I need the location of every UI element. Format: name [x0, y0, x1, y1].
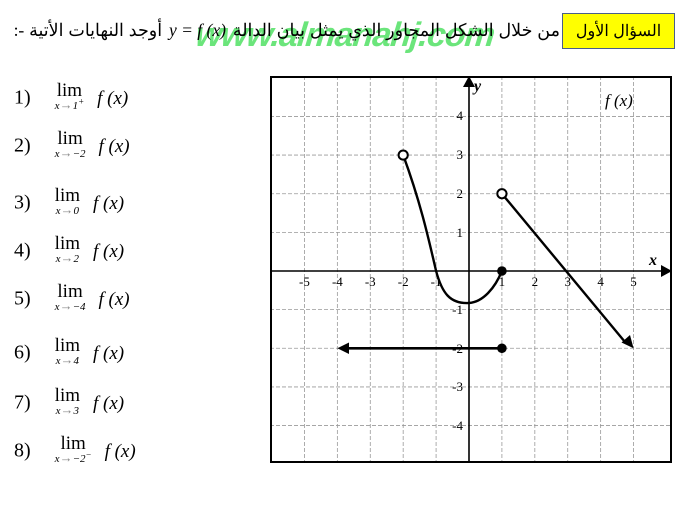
svg-text:-4: -4	[332, 274, 343, 289]
svg-text:x: x	[648, 252, 657, 269]
svg-text:-4: -4	[452, 418, 463, 433]
svg-text:2: 2	[457, 186, 464, 201]
svg-text:2: 2	[532, 274, 539, 289]
svg-text:1: 1	[457, 225, 464, 240]
svg-text:4: 4	[597, 274, 604, 289]
svg-text:-3: -3	[452, 379, 463, 394]
svg-text:y: y	[472, 78, 482, 95]
svg-text:-2: -2	[398, 274, 409, 289]
svg-text:-5: -5	[299, 274, 310, 289]
svg-text:4: 4	[457, 108, 464, 123]
svg-text:5: 5	[630, 274, 637, 289]
svg-text:-1: -1	[452, 302, 463, 317]
svg-text:3: 3	[457, 147, 464, 162]
svg-text:-3: -3	[365, 274, 376, 289]
svg-text:f (x): f (x)	[605, 91, 633, 110]
